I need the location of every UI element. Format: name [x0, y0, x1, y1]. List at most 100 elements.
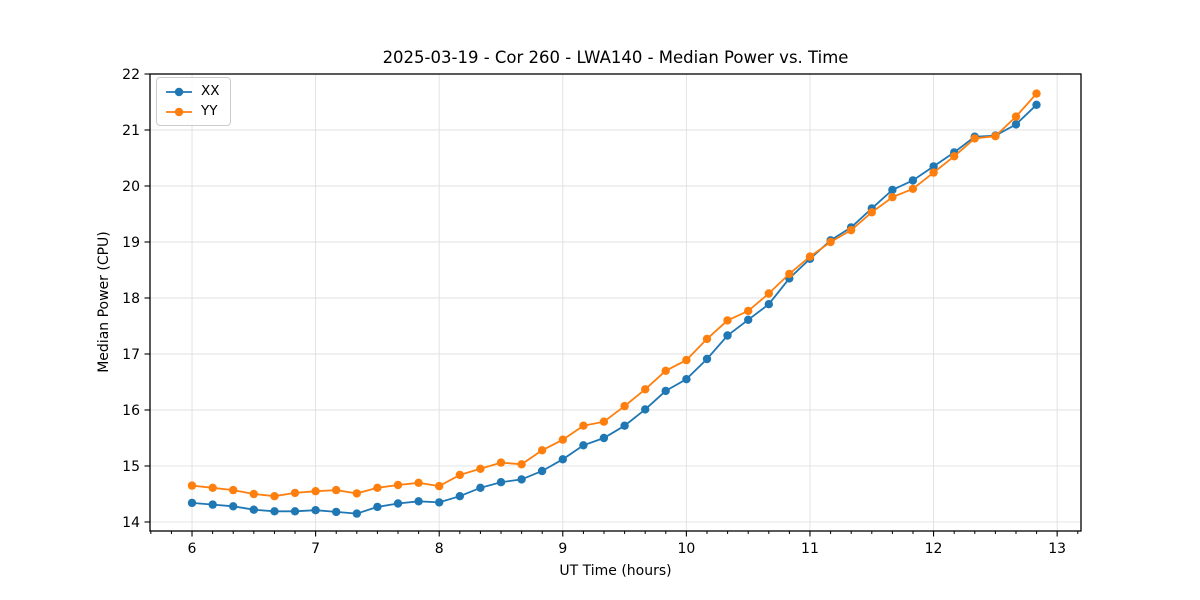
y-tick-label: 21 — [122, 123, 140, 139]
data-point-xx — [558, 455, 567, 464]
data-point-yy — [229, 485, 238, 495]
data-point-yy — [661, 366, 670, 375]
data-point-yy — [496, 458, 506, 467]
y-tick-label: 19 — [122, 235, 140, 251]
series-line-yy — [191, 93, 1038, 498]
legend-line-marker-icon — [166, 107, 192, 116]
data-point-yy — [249, 489, 258, 499]
x-tick-label: 8 — [435, 541, 444, 557]
x-tick-label: 9 — [558, 541, 567, 557]
data-point-xx — [599, 433, 609, 443]
data-point-xx — [455, 492, 464, 501]
data-point-xx — [579, 441, 588, 450]
data-point-yy — [641, 385, 650, 394]
data-point-yy — [311, 487, 320, 496]
x-tick-label: 6 — [188, 541, 197, 557]
data-point-yy — [332, 485, 341, 495]
data-point-yy — [744, 306, 753, 316]
y-tick-label: 16 — [122, 403, 140, 419]
data-point-xx — [187, 498, 197, 508]
data-point-yy — [908, 184, 918, 193]
data-point-yy — [599, 417, 609, 426]
x-tick-label: 7 — [311, 541, 320, 557]
data-point-yy — [476, 464, 485, 473]
data-point-yy — [846, 226, 856, 235]
data-point-yy — [537, 446, 547, 455]
data-point-xx — [1011, 120, 1021, 129]
data-point-xx — [620, 421, 629, 430]
data-point-yy — [826, 237, 835, 247]
data-point-xx — [537, 466, 547, 476]
y-tick-label: 14 — [122, 515, 140, 531]
y-tick-label: 20 — [122, 179, 140, 195]
legend: XX YY — [156, 77, 231, 126]
series-line-xx — [191, 104, 1038, 515]
data-point-xx — [682, 375, 691, 384]
data-point-yy — [805, 252, 815, 261]
data-point-yy — [187, 481, 197, 490]
data-point-xx — [744, 315, 753, 324]
data-point-yy — [579, 421, 588, 430]
data-point-xx — [414, 497, 423, 506]
data-point-yy — [970, 134, 979, 143]
data-point-xx — [393, 499, 403, 508]
x-tick-label: 11 — [801, 541, 819, 557]
legend-item-yy: YY — [164, 103, 220, 120]
data-point-xx — [641, 405, 650, 414]
data-point-xx — [332, 507, 341, 517]
data-point-xx — [496, 478, 506, 487]
data-point-yy — [764, 289, 773, 298]
y-tick-label: 15 — [122, 459, 140, 475]
data-point-yy — [1011, 112, 1021, 121]
data-point-xx — [1032, 100, 1041, 110]
data-point-yy — [929, 168, 938, 177]
data-point-xx — [929, 162, 938, 171]
plot-border — [149, 73, 1082, 532]
x-tick-label: 10 — [677, 541, 695, 557]
y-tick-label: 22 — [122, 67, 140, 83]
data-point-yy — [1032, 89, 1041, 98]
y-tick-label: 18 — [122, 291, 140, 307]
data-point-yy — [414, 478, 423, 487]
legend-item-xx: XX — [164, 83, 220, 100]
y-tick-label: 17 — [122, 347, 140, 363]
data-point-xx — [352, 509, 361, 518]
data-point-xx — [908, 176, 918, 185]
data-point-xx — [476, 483, 485, 492]
data-point-xx — [373, 502, 382, 512]
data-point-yy — [558, 435, 567, 444]
data-point-xx — [229, 502, 238, 511]
data-point-yy — [682, 355, 691, 365]
chart-title: 2025-03-19 - Cor 260 - LWA140 - Median P… — [382, 48, 849, 67]
data-point-yy — [950, 152, 959, 161]
data-point-yy — [373, 483, 382, 492]
data-point-yy — [455, 470, 464, 480]
data-point-xx — [517, 475, 526, 484]
y-axis-label: Median Power (CPU) — [96, 231, 112, 373]
data-point-yy — [393, 480, 403, 490]
data-point-yy — [723, 316, 732, 325]
data-point-yy — [702, 334, 712, 344]
data-point-yy — [517, 460, 526, 469]
data-point-xx — [290, 507, 300, 516]
data-point-xx — [661, 386, 670, 396]
data-point-yy — [620, 401, 629, 411]
data-point-yy — [991, 132, 1000, 141]
data-point-yy — [785, 269, 794, 279]
data-point-yy — [270, 492, 279, 501]
data-point-xx — [270, 507, 279, 516]
data-point-yy — [352, 489, 361, 498]
data-point-xx — [702, 354, 712, 364]
data-point-xx — [723, 331, 732, 340]
x-axis-label: UT Time (hours) — [559, 563, 672, 579]
x-tick-label: 12 — [925, 541, 943, 557]
data-point-xx — [311, 506, 320, 515]
x-tick-label: 13 — [1048, 541, 1066, 557]
data-point-yy — [867, 208, 876, 217]
data-point-xx — [888, 185, 897, 195]
data-point-yy — [435, 481, 444, 491]
data-point-xx — [208, 500, 217, 509]
data-point-yy — [290, 488, 300, 498]
